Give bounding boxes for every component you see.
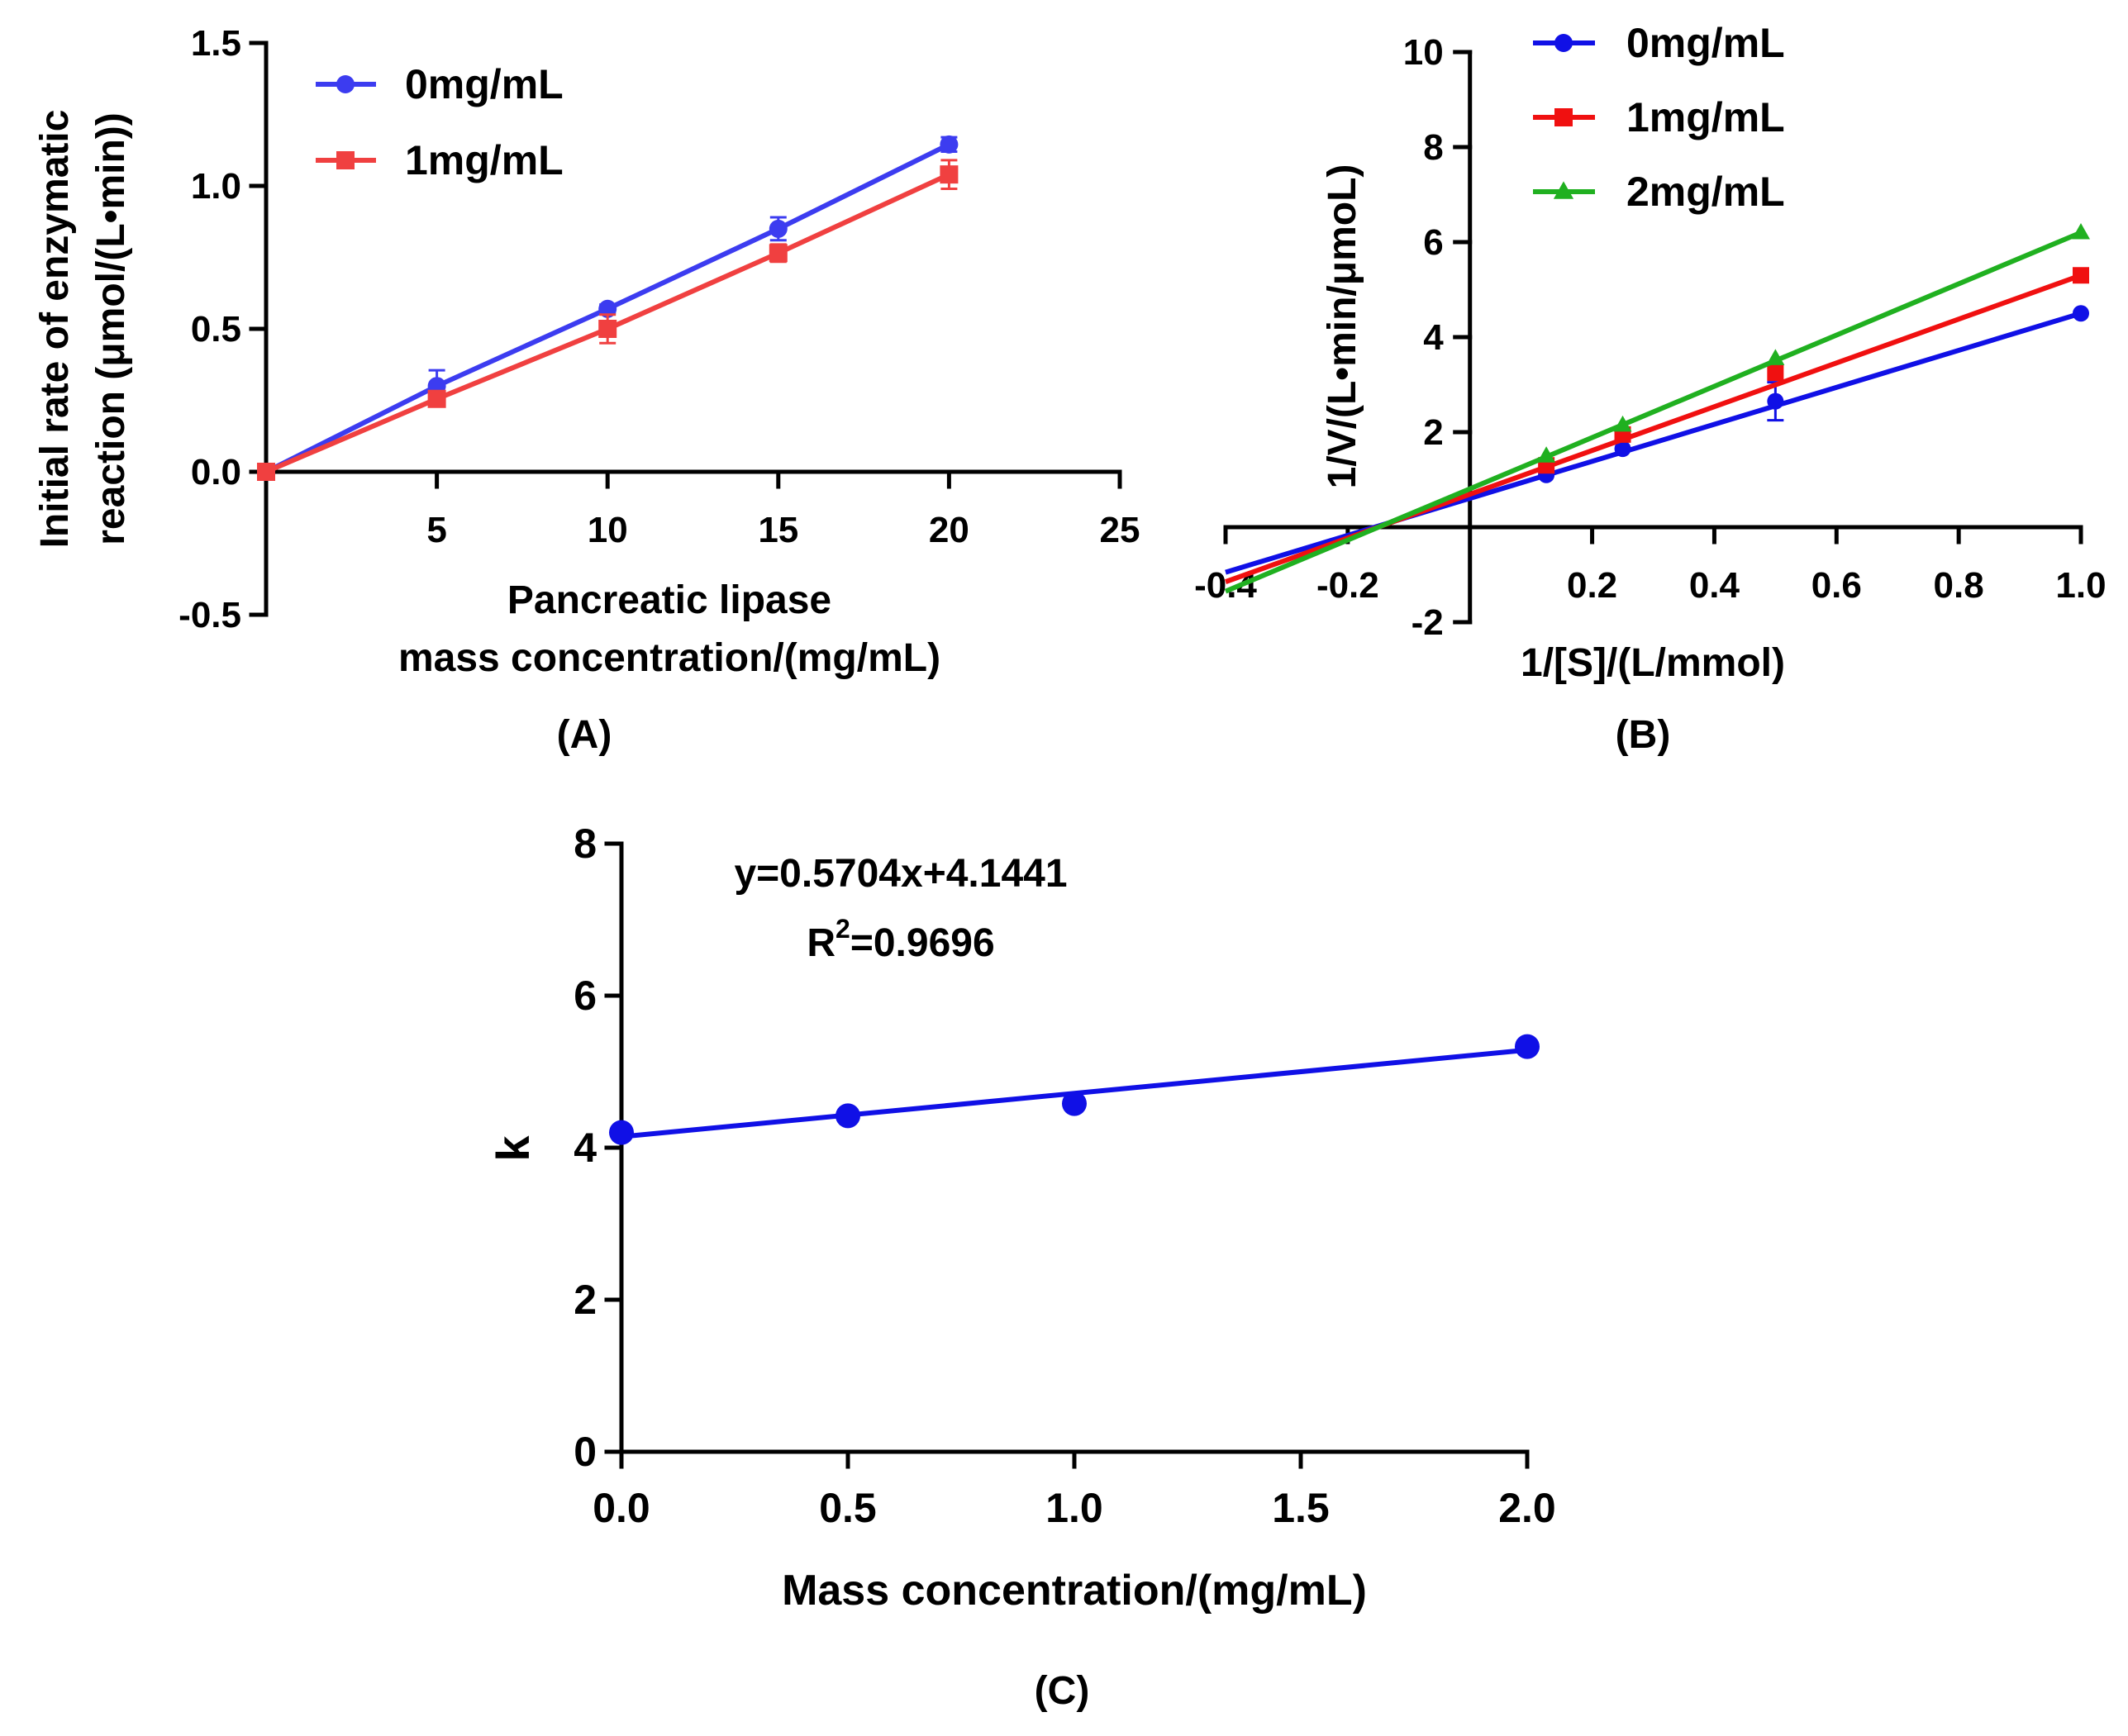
- a-series-1: [257, 159, 959, 481]
- b-legend-swatch-marker: [1554, 108, 1573, 126]
- c-r-squared-text: R2=0.9696: [807, 914, 994, 965]
- b-data-point: [1767, 364, 1784, 382]
- a-x-tick-label: 5: [426, 510, 446, 550]
- a-data-point: [427, 389, 446, 408]
- a-y-tick-label: 1.5: [191, 23, 241, 64]
- c-r2-value: =0.9696: [850, 921, 995, 965]
- c-data-point: [1062, 1091, 1087, 1116]
- c-y-tick-label: 8: [574, 820, 597, 867]
- b-data-point: [2073, 267, 2089, 284]
- c-y-tick-label: 4: [574, 1125, 597, 1171]
- c-data-point: [835, 1103, 860, 1129]
- c-y-tick-label: 0: [574, 1429, 597, 1475]
- b-y-tick-label: 6: [1423, 222, 1443, 263]
- a-legend-swatch-marker: [336, 151, 355, 169]
- a-y-axis-title-line2: reaction (μmol/(L•min)): [89, 112, 133, 545]
- c-x-tick-label: 2.0: [1498, 1485, 1556, 1531]
- a-data-point: [598, 320, 617, 338]
- b-legend-label: 1mg/mL: [1626, 94, 1785, 140]
- c-x-axis-title: Mass concentration/(mg/mL): [782, 1567, 1367, 1615]
- a-data-point: [940, 135, 959, 154]
- a-x-axis-title-line1: Pancreatic lipase: [507, 578, 831, 622]
- b-data-point: [1767, 392, 1784, 410]
- b-x-tick-label: 0.2: [1567, 565, 1617, 606]
- c-r2-superscript: 2: [835, 914, 850, 944]
- a-y-tick-label: 0.5: [191, 309, 241, 350]
- b-data-point: [2072, 223, 2090, 240]
- b-data-point: [1537, 446, 1556, 463]
- b-x-axis-title: 1/[S]/(L/mmol): [1521, 641, 1785, 685]
- a-x-tick-label: 25: [1100, 510, 1140, 550]
- c-x-tick-label: 0.5: [819, 1485, 877, 1531]
- a-legend-swatch-marker: [336, 75, 355, 93]
- b-x-tick-label: 0.8: [1934, 565, 1984, 606]
- a-x-axis-title-line2: mass concentration/(mg/mL): [398, 636, 940, 680]
- b-legend-swatch-marker: [1553, 181, 1574, 199]
- c-y-tick-label: 2: [574, 1277, 597, 1323]
- c-equation-text: y=0.5704x+4.1441: [734, 852, 1067, 896]
- b-y-tick-label: 8: [1423, 127, 1443, 168]
- c-panel-label: (C): [1035, 1669, 1090, 1713]
- a-data-point: [257, 463, 275, 481]
- a-legend-label: 1mg/mL: [405, 137, 564, 183]
- b-series-2: [1224, 223, 2090, 594]
- b-data-point: [1613, 415, 1632, 432]
- b-x-tick-label: 0.6: [1811, 565, 1862, 606]
- b-y-axis-title: 1/V/(L•min/μmoL): [1321, 164, 1364, 489]
- panel-c-chart: 0 2 4 6 8 0.0 0.5 1.0 1.5 2.0 Mass concentration/(…: [487, 820, 1556, 1713]
- c-x-tick-label: 1.0: [1045, 1485, 1103, 1531]
- a-x-tick-label: 10: [588, 510, 628, 550]
- b-y-tick-label: 10: [1403, 32, 1444, 73]
- a-x-tick-label: 20: [929, 510, 969, 550]
- b-x-tick-label: 0.4: [1689, 565, 1740, 606]
- b-x-tick-label: 1.0: [2055, 565, 2106, 606]
- b-series-line: [1224, 230, 2083, 594]
- b-data-point: [2073, 305, 2089, 322]
- b-y-tick-label: -2: [1412, 602, 1444, 643]
- c-y-tick-label: 6: [574, 973, 597, 1019]
- b-data-point: [1614, 440, 1631, 458]
- c-series-0: [609, 1034, 1540, 1145]
- a-y-axis-title-line1: Initial rate of enzymatic: [33, 110, 77, 549]
- c-r2-prefix: R: [807, 921, 835, 965]
- b-x-tick-label: -0.2: [1316, 565, 1379, 606]
- b-legend-swatch-marker: [1554, 34, 1573, 52]
- a-y-tick-label: 1.0: [191, 166, 241, 207]
- c-data-point: [1515, 1034, 1540, 1059]
- c-x-tick-label: 0.0: [593, 1485, 650, 1531]
- panel-a-chart: -0.5 0.0 0.5 1.0 1.5 5 10 15 20 25 Pancreatic lipa…: [33, 23, 1140, 757]
- b-y-tick-label: 2: [1423, 412, 1443, 453]
- c-data-point: [609, 1120, 634, 1145]
- a-x-tick-label: 15: [758, 510, 798, 550]
- b-panel-label: (B): [1616, 713, 1671, 757]
- a-data-point: [769, 244, 788, 263]
- a-data-point: [769, 219, 788, 238]
- c-y-axis-title: k: [487, 1135, 539, 1162]
- b-legend-label: 0mg/mL: [1626, 20, 1785, 66]
- a-y-tick-label: -0.5: [179, 595, 241, 635]
- b-y-tick-label: 4: [1423, 317, 1444, 358]
- a-y-tick-label: 0.0: [191, 452, 241, 492]
- a-panel-label: (A): [557, 713, 612, 757]
- a-data-point: [940, 165, 959, 184]
- b-legend-label: 2mg/mL: [1626, 169, 1785, 215]
- b-data-point: [1766, 349, 1785, 365]
- a-legend-label: 0mg/mL: [405, 61, 564, 107]
- c-x-tick-label: 1.5: [1272, 1485, 1330, 1531]
